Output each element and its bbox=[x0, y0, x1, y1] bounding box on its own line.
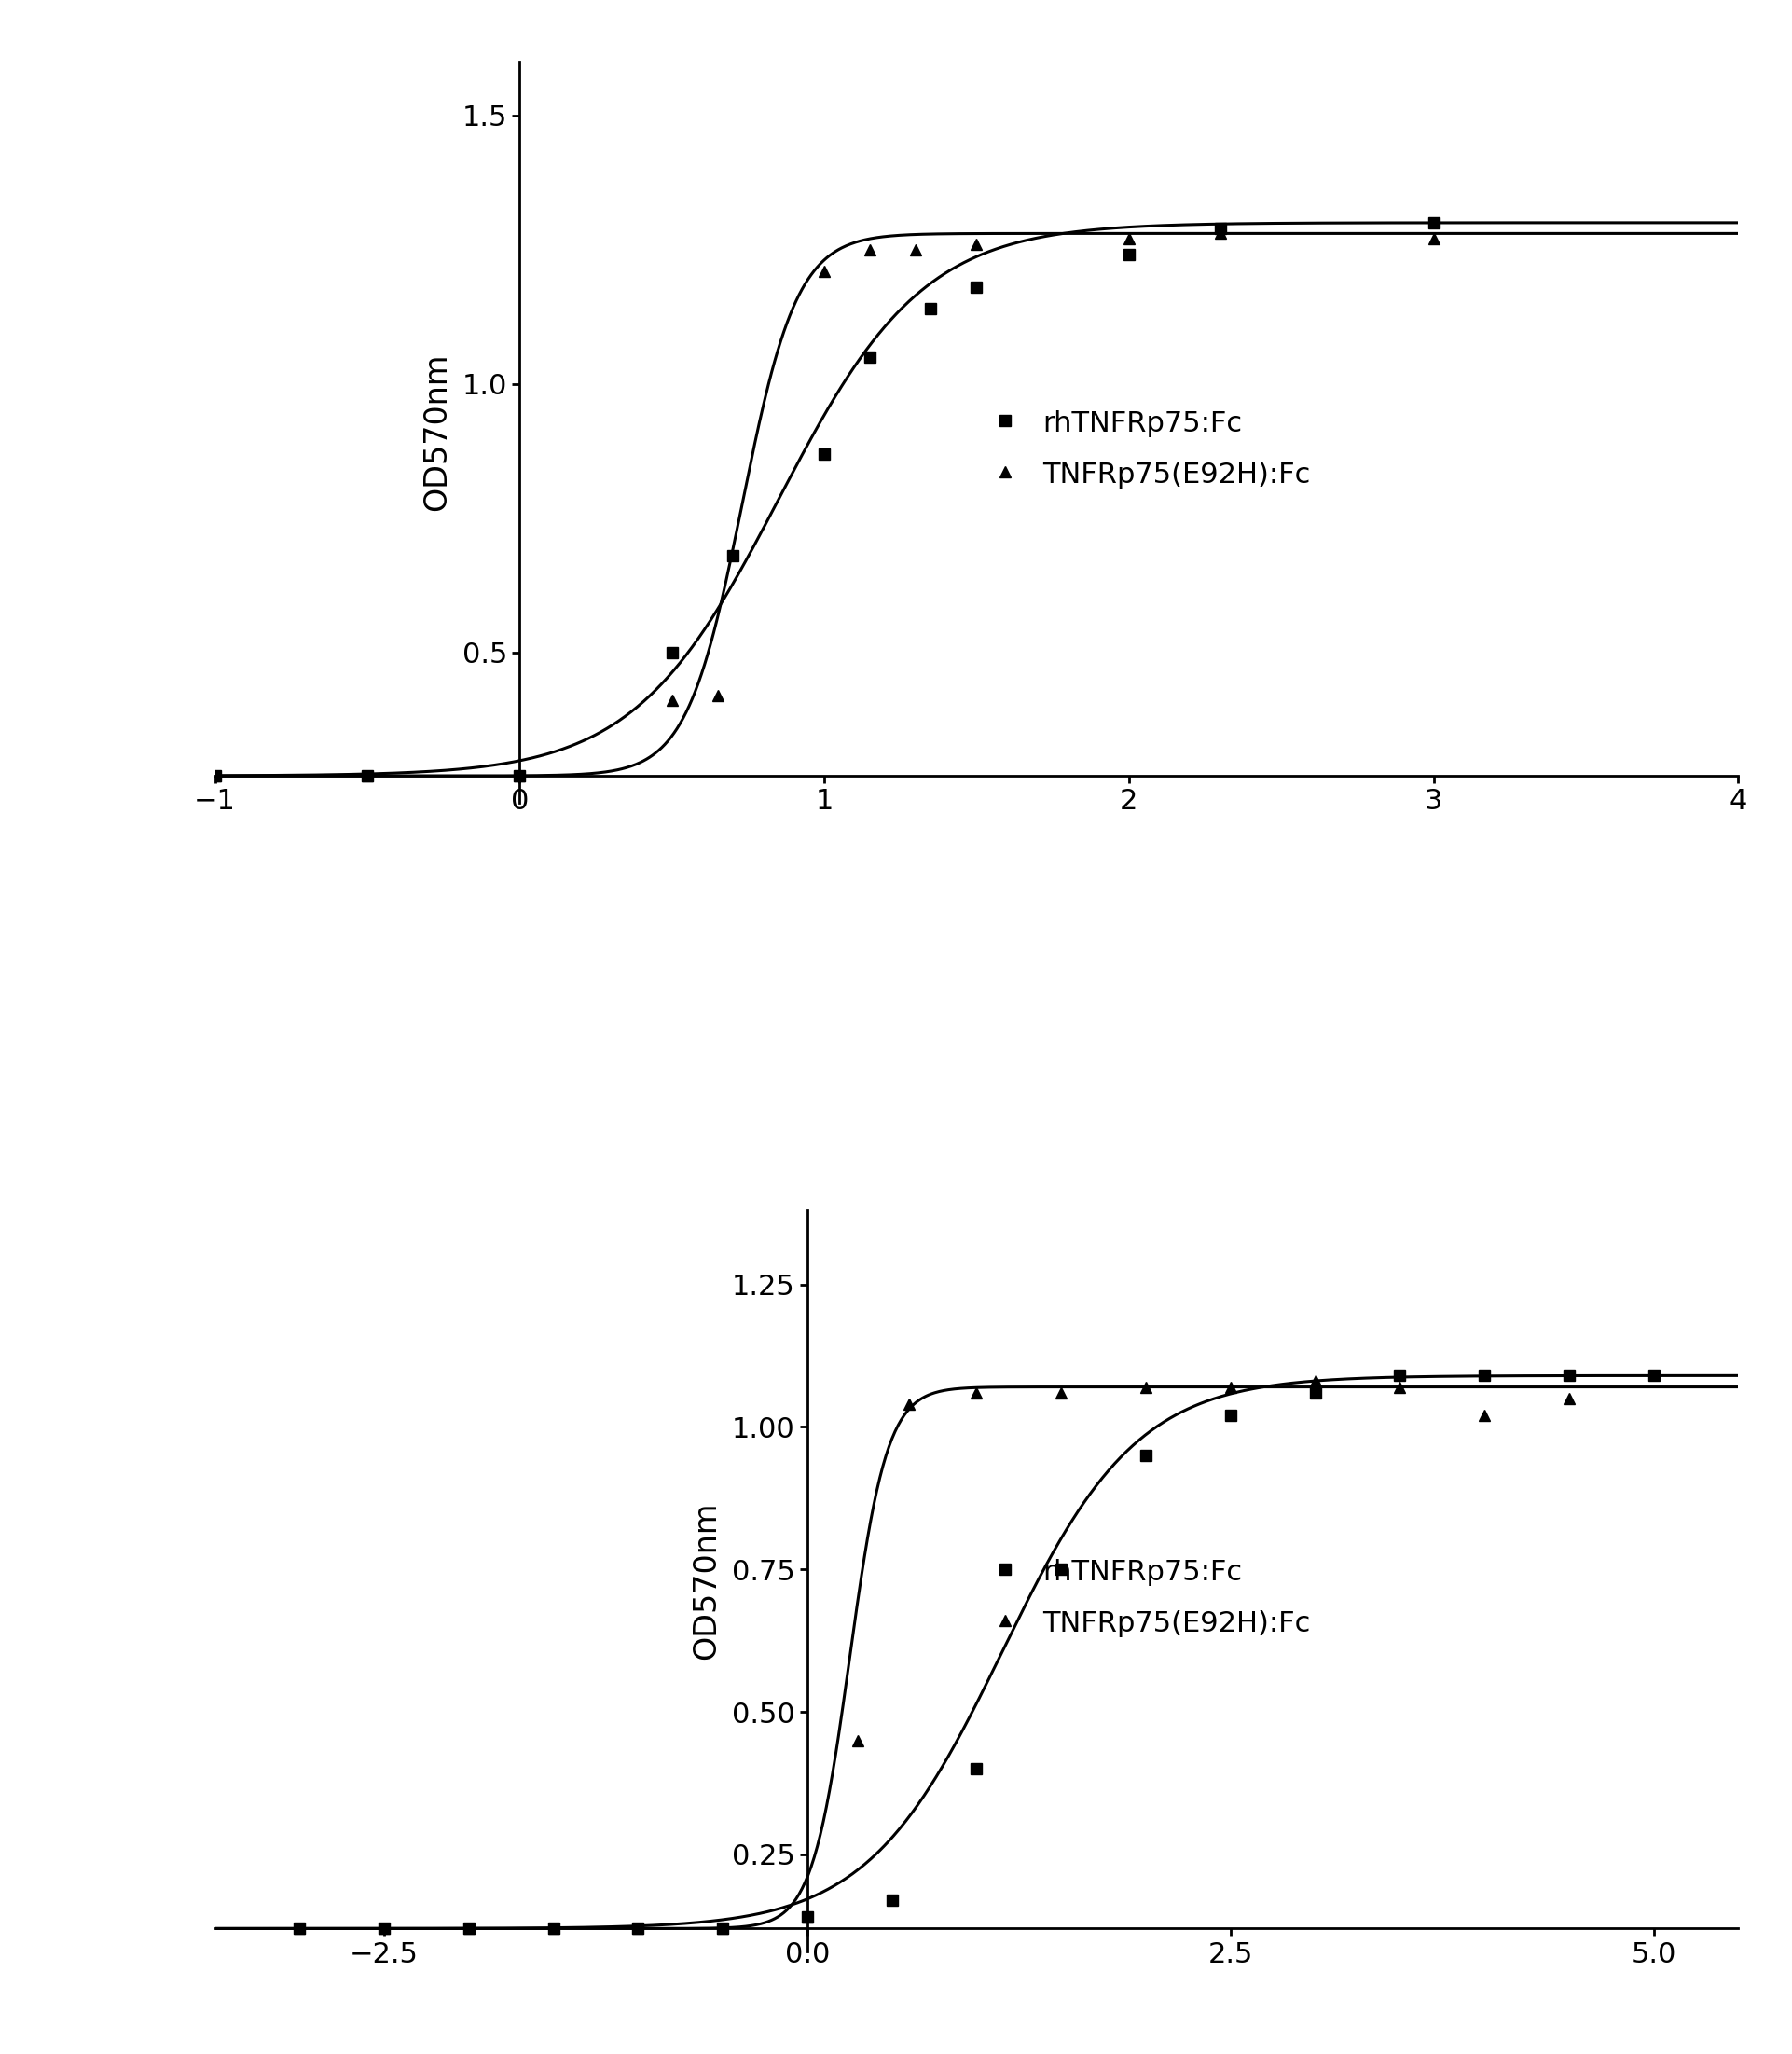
rhTNFRp75:Fc bbox=[1118, 242, 1140, 267]
rhTNFRp75:Fc bbox=[1050, 1557, 1072, 1582]
TNFRp75(E92H):Fc bbox=[1305, 1368, 1326, 1393]
TNFRp75(E92H):Fc bbox=[860, 238, 882, 263]
Legend: rhTNFRp75:Fc, TNFRp75(E92H):Fc: rhTNFRp75:Fc, TNFRp75(E92H):Fc bbox=[991, 1559, 1310, 1637]
rhTNFRp75:Fc bbox=[1643, 1364, 1665, 1389]
TNFRp75(E92H):Fc bbox=[1050, 1380, 1072, 1405]
rhTNFRp75:Fc bbox=[1134, 1444, 1156, 1469]
Legend: rhTNFRp75:Fc, TNFRp75(E92H):Fc: rhTNFRp75:Fc, TNFRp75(E92H):Fc bbox=[991, 409, 1310, 489]
Line: TNFRp75(E92H):Fc: TNFRp75(E92H):Fc bbox=[210, 228, 1439, 783]
rhTNFRp75:Fc bbox=[289, 1916, 310, 1941]
rhTNFRp75:Fc bbox=[543, 1916, 564, 1941]
rhTNFRp75:Fc bbox=[1473, 1364, 1495, 1389]
TNFRp75(E92H):Fc bbox=[543, 1916, 564, 1941]
TNFRp75(E92H):Fc bbox=[627, 1916, 649, 1941]
TNFRp75(E92H):Fc bbox=[1389, 1374, 1410, 1399]
rhTNFRp75:Fc bbox=[459, 1916, 480, 1941]
rhTNFRp75:Fc bbox=[373, 1916, 394, 1941]
rhTNFRp75:Fc bbox=[882, 1888, 903, 1912]
rhTNFRp75:Fc bbox=[1423, 210, 1444, 234]
TNFRp75(E92H):Fc bbox=[1118, 226, 1140, 251]
rhTNFRp75:Fc bbox=[509, 764, 530, 789]
Line: rhTNFRp75:Fc: rhTNFRp75:Fc bbox=[210, 218, 1439, 783]
TNFRp75(E92H):Fc bbox=[289, 1916, 310, 1941]
TNFRp75(E92H):Fc bbox=[711, 1916, 733, 1941]
TNFRp75(E92H):Fc bbox=[898, 1393, 919, 1417]
rhTNFRp75:Fc bbox=[921, 296, 943, 320]
rhTNFRp75:Fc bbox=[1305, 1380, 1326, 1405]
Line: TNFRp75(E92H):Fc: TNFRp75(E92H):Fc bbox=[294, 1376, 1575, 1935]
rhTNFRp75:Fc bbox=[1389, 1364, 1410, 1389]
Y-axis label: OD570nm: OD570nm bbox=[421, 353, 452, 511]
TNFRp75(E92H):Fc bbox=[1559, 1386, 1581, 1411]
TNFRp75(E92H):Fc bbox=[797, 1904, 819, 1929]
rhTNFRp75:Fc bbox=[711, 1916, 733, 1941]
rhTNFRp75:Fc bbox=[661, 641, 683, 665]
TNFRp75(E92H):Fc bbox=[1423, 226, 1444, 251]
rhTNFRp75:Fc bbox=[1220, 1403, 1242, 1428]
rhTNFRp75:Fc bbox=[814, 442, 835, 466]
rhTNFRp75:Fc bbox=[204, 764, 226, 789]
TNFRp75(E92H):Fc bbox=[1210, 222, 1231, 246]
TNFRp75(E92H):Fc bbox=[966, 1380, 987, 1405]
TNFRp75(E92H):Fc bbox=[848, 1727, 869, 1752]
rhTNFRp75:Fc bbox=[1210, 216, 1231, 240]
rhTNFRp75:Fc bbox=[722, 544, 744, 569]
rhTNFRp75:Fc bbox=[357, 764, 378, 789]
TNFRp75(E92H):Fc bbox=[661, 688, 683, 713]
rhTNFRp75:Fc bbox=[966, 1756, 987, 1781]
TNFRp75(E92H):Fc bbox=[966, 232, 987, 257]
rhTNFRp75:Fc bbox=[797, 1904, 819, 1929]
rhTNFRp75:Fc bbox=[860, 345, 882, 370]
TNFRp75(E92H):Fc bbox=[459, 1916, 480, 1941]
rhTNFRp75:Fc bbox=[1559, 1364, 1581, 1389]
TNFRp75(E92H):Fc bbox=[373, 1916, 394, 1941]
rhTNFRp75:Fc bbox=[627, 1916, 649, 1941]
Line: rhTNFRp75:Fc: rhTNFRp75:Fc bbox=[294, 1370, 1659, 1935]
TNFRp75(E92H):Fc bbox=[814, 259, 835, 283]
TNFRp75(E92H):Fc bbox=[905, 238, 926, 263]
TNFRp75(E92H):Fc bbox=[204, 764, 226, 789]
rhTNFRp75:Fc bbox=[966, 275, 987, 300]
TNFRp75(E92H):Fc bbox=[1134, 1374, 1156, 1399]
TNFRp75(E92H):Fc bbox=[509, 764, 530, 789]
TNFRp75(E92H):Fc bbox=[1220, 1374, 1242, 1399]
TNFRp75(E92H):Fc bbox=[357, 764, 378, 789]
Y-axis label: OD570nm: OD570nm bbox=[690, 1501, 722, 1660]
TNFRp75(E92H):Fc bbox=[706, 682, 728, 707]
TNFRp75(E92H):Fc bbox=[1473, 1403, 1495, 1428]
